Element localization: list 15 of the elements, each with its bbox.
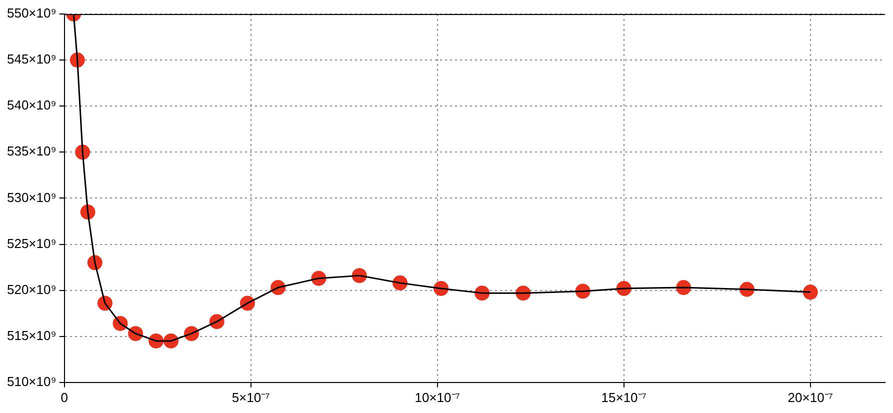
y-tick-label: 540×10⁹ xyxy=(6,98,56,113)
y-tick-label: 525×10⁹ xyxy=(6,236,56,251)
x-tick-label: 10×10⁻⁷ xyxy=(414,390,460,405)
y-tick-label: 520×10⁹ xyxy=(6,282,56,297)
y-tick-label: 550×10⁹ xyxy=(6,6,56,21)
y-tick-label: 545×10⁹ xyxy=(6,52,56,67)
y-tick-label: 510×10⁹ xyxy=(6,374,56,389)
x-tick-label: 5×10⁻⁷ xyxy=(232,390,270,405)
x-tick-label: 15×10⁻⁷ xyxy=(601,390,647,405)
y-tick-label: 535×10⁹ xyxy=(6,144,56,159)
x-tick-label: 20×10⁻⁷ xyxy=(788,390,834,405)
y-tick-label: 515×10⁹ xyxy=(6,328,56,343)
point xyxy=(802,284,818,300)
x-tick-label: 0 xyxy=(60,390,68,405)
y-tick-label: 530×10⁹ xyxy=(6,190,56,205)
